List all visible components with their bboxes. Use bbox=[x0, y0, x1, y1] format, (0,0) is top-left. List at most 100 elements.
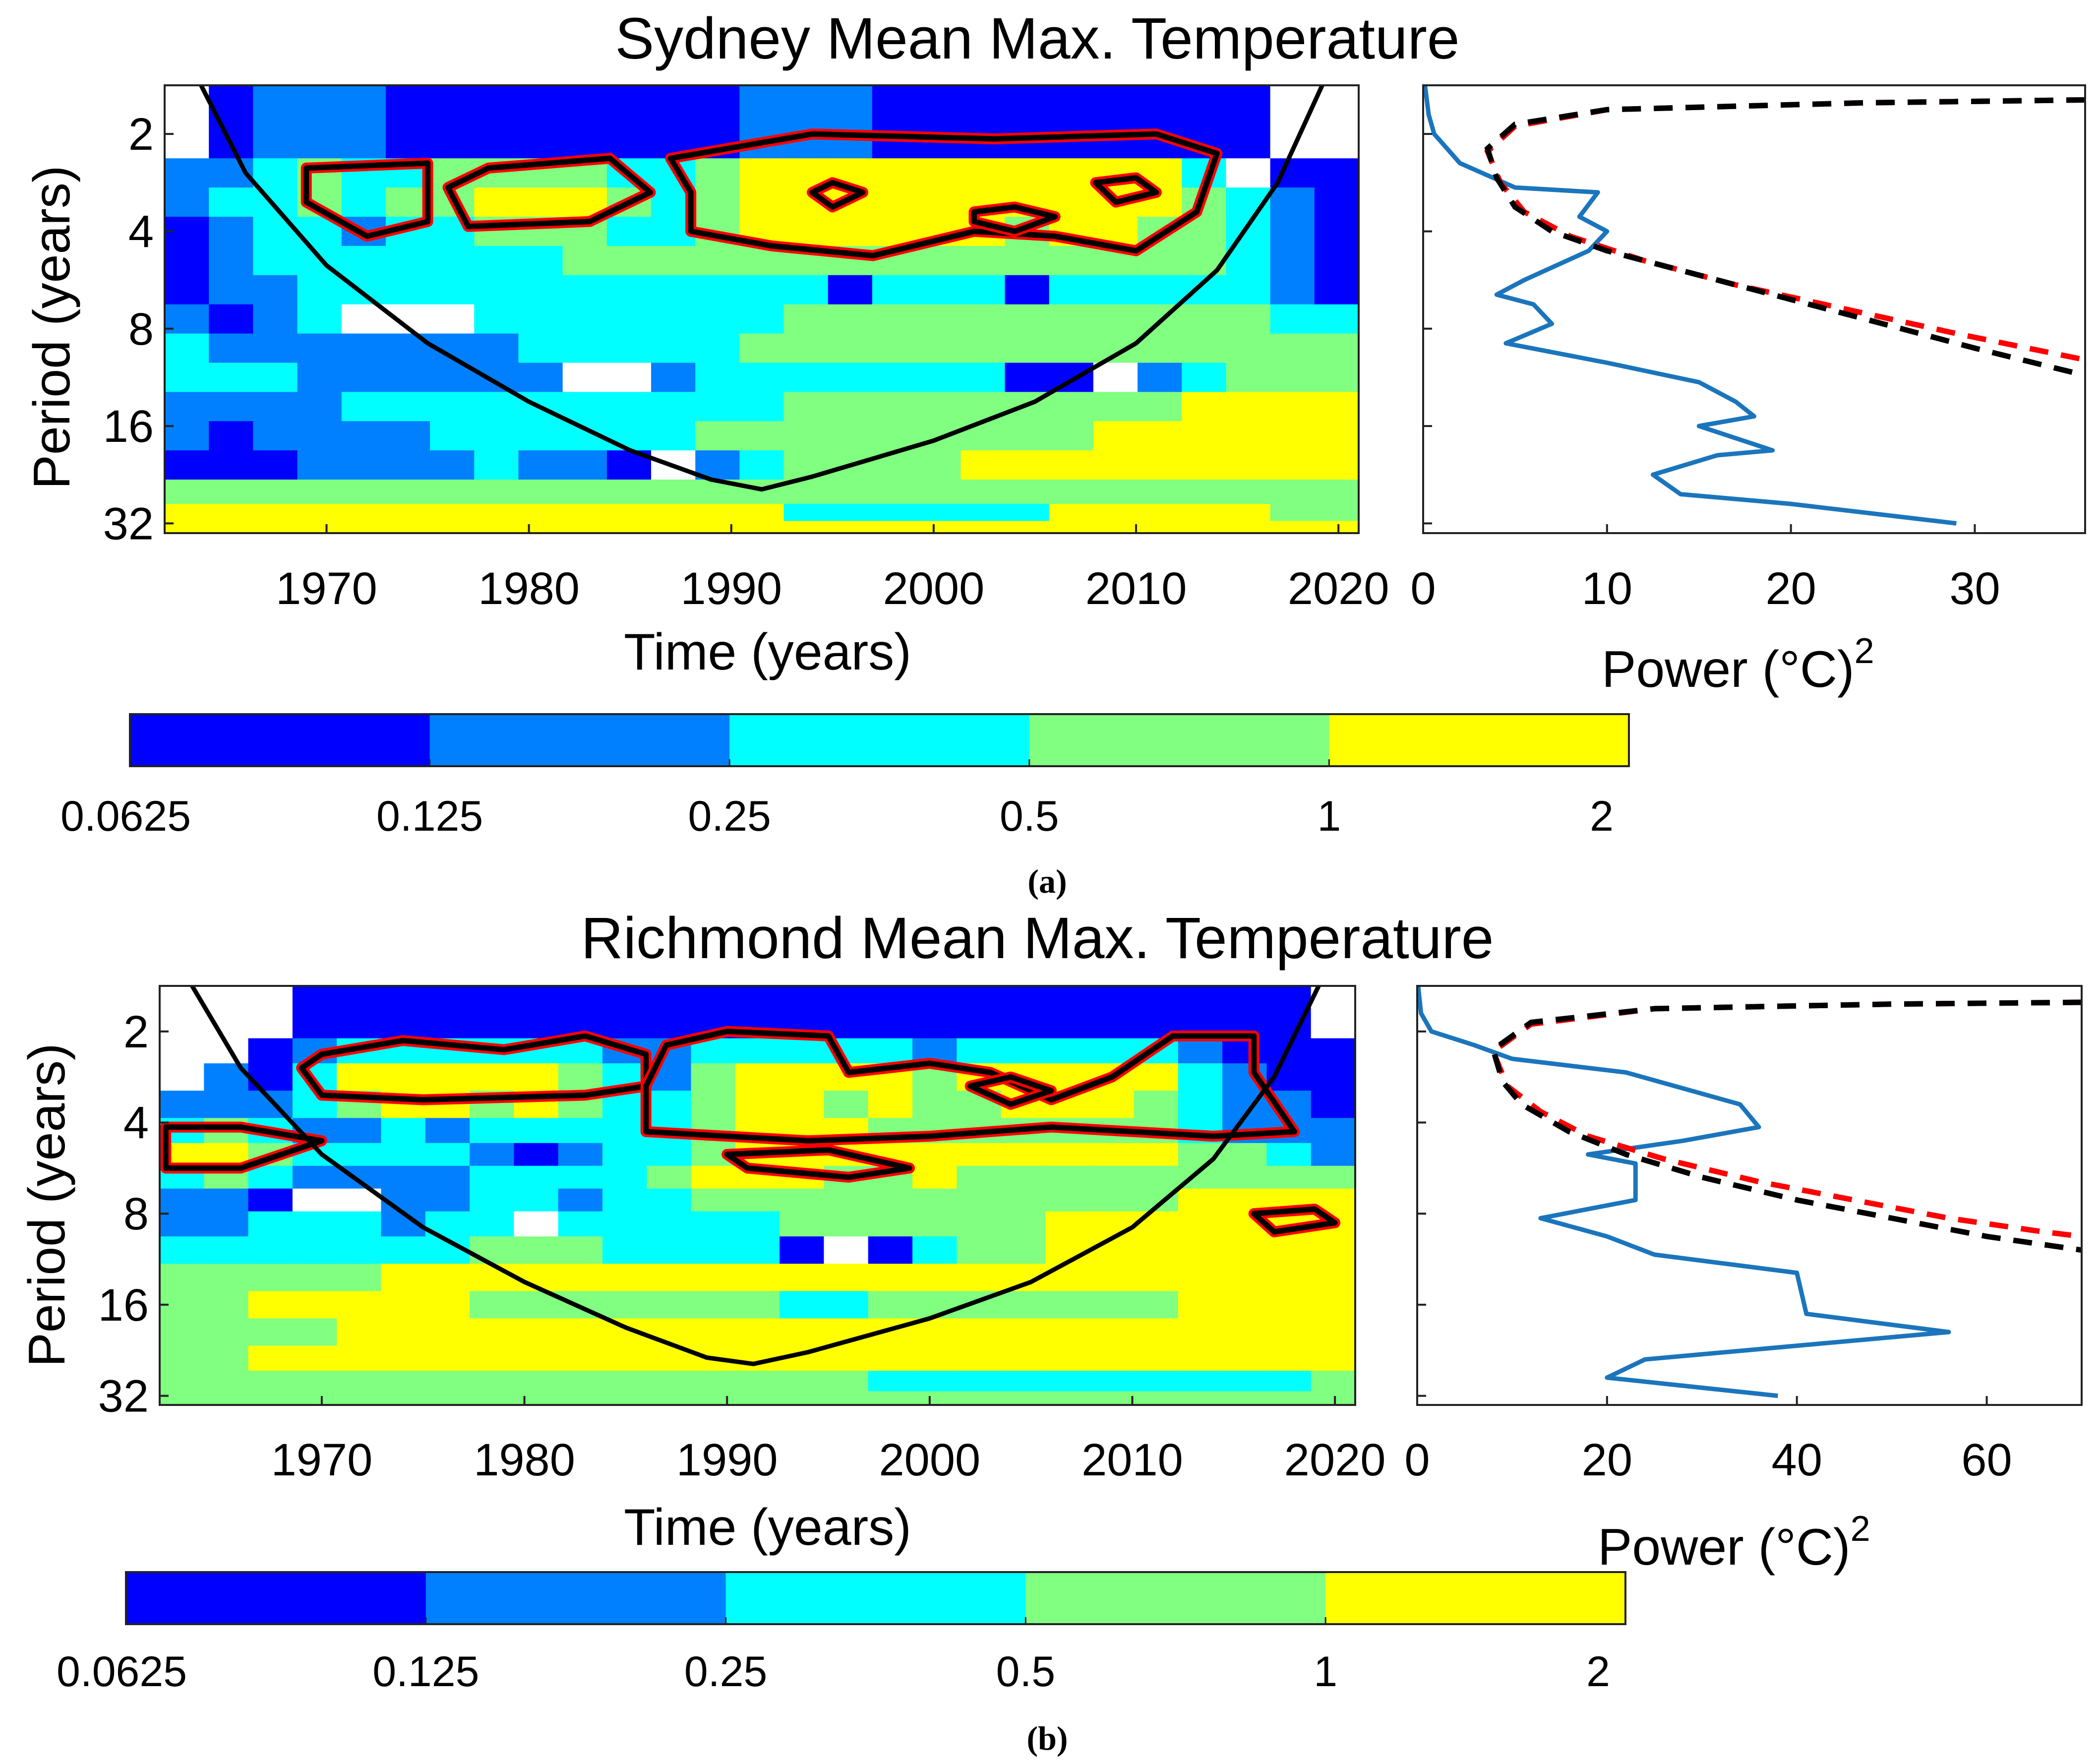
power-cell bbox=[960, 85, 1006, 159]
power-cell bbox=[1089, 1188, 1135, 1212]
power-cell bbox=[1266, 1236, 1312, 1265]
power-cell bbox=[868, 1371, 913, 1392]
power-cell bbox=[695, 275, 740, 305]
power-cell bbox=[1222, 1291, 1267, 1319]
colorbar-tick-label: 0.0625 bbox=[57, 1648, 187, 1696]
power-cell bbox=[474, 333, 519, 364]
power-cell bbox=[735, 1318, 780, 1346]
power-cell bbox=[558, 1063, 603, 1092]
power-cell bbox=[828, 363, 873, 393]
power-cell bbox=[514, 1143, 559, 1166]
power-cell bbox=[647, 1165, 692, 1189]
power-cell bbox=[297, 363, 342, 393]
power-cell bbox=[1093, 392, 1139, 422]
power-cell bbox=[1134, 1318, 1179, 1346]
power-cell bbox=[606, 275, 652, 305]
power-cell bbox=[1134, 1264, 1179, 1292]
power-cell bbox=[341, 333, 386, 364]
power-cell bbox=[341, 304, 386, 334]
power-cell bbox=[912, 1371, 958, 1392]
power-cell bbox=[518, 333, 563, 364]
power-cell bbox=[381, 1143, 426, 1166]
power-cell bbox=[1089, 1091, 1135, 1119]
panel-a-ylabel: Period (years) bbox=[23, 165, 81, 489]
y-tick-label: 2 bbox=[128, 109, 154, 160]
power-cell bbox=[1270, 421, 1315, 451]
power-cell bbox=[165, 504, 210, 522]
power-cell bbox=[248, 1165, 293, 1189]
significance-contour bbox=[1092, 175, 1159, 205]
power-cell bbox=[253, 480, 298, 505]
power-cell bbox=[248, 1038, 293, 1064]
power-cell bbox=[474, 504, 519, 522]
power-cell bbox=[292, 1371, 338, 1392]
power-cell bbox=[1226, 245, 1271, 276]
significance-contour bbox=[724, 1147, 912, 1180]
power-cell bbox=[872, 363, 917, 393]
power-cell bbox=[1182, 504, 1227, 522]
power-cell bbox=[651, 504, 696, 522]
power-cell bbox=[1045, 1345, 1090, 1372]
power-cell bbox=[1311, 1038, 1355, 1064]
power-cell bbox=[381, 1291, 426, 1319]
colorbar-tick-label: 0.5 bbox=[996, 1648, 1056, 1696]
power-cell bbox=[783, 304, 829, 334]
power-cell bbox=[474, 480, 519, 505]
power-cell bbox=[695, 392, 740, 422]
power-cell bbox=[1049, 158, 1094, 188]
power-cell bbox=[1314, 245, 1359, 276]
power-cell bbox=[1270, 363, 1315, 393]
power-cell bbox=[160, 1211, 205, 1237]
spectrum-x-tick-label: 0 bbox=[1410, 563, 1436, 614]
power-cell bbox=[1001, 1345, 1046, 1372]
power-cell bbox=[1178, 1318, 1223, 1346]
colorbar-tick-label: 2 bbox=[1586, 1648, 1610, 1696]
power-cell bbox=[651, 275, 696, 305]
power-cell bbox=[1314, 85, 1359, 159]
power-cell bbox=[695, 333, 740, 364]
power-cell bbox=[695, 421, 740, 451]
power-cell bbox=[868, 986, 913, 1039]
power-cell bbox=[606, 363, 652, 393]
power-cell bbox=[1001, 1236, 1046, 1265]
power-cell bbox=[1045, 986, 1090, 1039]
power-cell bbox=[1093, 421, 1139, 451]
power-cell bbox=[647, 1264, 692, 1292]
x-tick-label: 1990 bbox=[676, 1435, 778, 1485]
power-cell bbox=[425, 1165, 471, 1189]
power-cell bbox=[960, 245, 1006, 276]
power-cell bbox=[425, 1118, 471, 1144]
power-cell bbox=[872, 304, 917, 334]
power-cell bbox=[1178, 1063, 1223, 1092]
power-cell bbox=[160, 1391, 205, 1405]
power-cell bbox=[651, 304, 696, 334]
power-cell bbox=[872, 521, 917, 533]
power-cell bbox=[1134, 1063, 1179, 1092]
power-cell bbox=[165, 187, 210, 218]
power-cell bbox=[916, 450, 961, 481]
power-cell bbox=[341, 480, 386, 505]
power-cell bbox=[474, 304, 519, 334]
power-cell bbox=[518, 480, 563, 505]
power-cell bbox=[1270, 217, 1315, 246]
power-cell bbox=[957, 1371, 1002, 1392]
power-cell bbox=[1134, 1371, 1179, 1392]
power-cell bbox=[1311, 1143, 1355, 1166]
power-cell bbox=[1178, 1038, 1223, 1064]
power-cell bbox=[1001, 1038, 1046, 1064]
power-cell bbox=[337, 1371, 382, 1392]
power-cell bbox=[514, 1118, 559, 1144]
x-tick-label: 1990 bbox=[680, 563, 782, 614]
power-cell bbox=[1001, 1211, 1046, 1237]
power-cell bbox=[828, 275, 873, 305]
power-cell bbox=[514, 1211, 559, 1237]
power-cell bbox=[470, 1291, 515, 1319]
power-cell bbox=[1178, 986, 1223, 1039]
power-cell bbox=[960, 521, 1006, 533]
power-cell bbox=[1005, 450, 1050, 481]
power-cell bbox=[1270, 275, 1315, 305]
power-cell bbox=[253, 333, 298, 364]
power-cell bbox=[297, 521, 342, 533]
power-cell bbox=[381, 1236, 426, 1265]
power-cell bbox=[1266, 1143, 1312, 1166]
